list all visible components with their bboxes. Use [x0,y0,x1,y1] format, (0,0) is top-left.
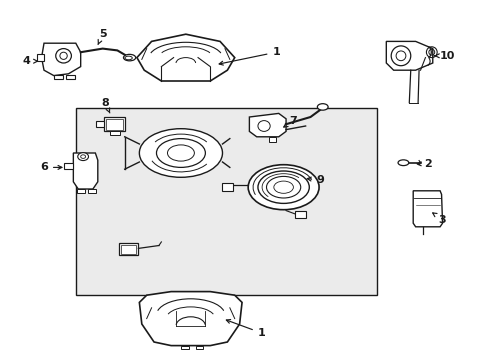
Bar [181,346,188,349]
Polygon shape [412,191,442,227]
Ellipse shape [56,49,71,63]
Polygon shape [249,113,285,137]
Ellipse shape [317,104,327,110]
Bar [66,75,75,79]
Bar [37,54,44,61]
Bar [121,245,136,254]
Polygon shape [41,43,81,76]
Bar [77,189,84,193]
Text: 3: 3 [432,213,446,225]
Ellipse shape [78,153,88,161]
Bar [110,131,120,135]
Bar [268,137,276,142]
Ellipse shape [81,155,85,158]
Bar [195,346,203,349]
Ellipse shape [123,54,136,61]
Ellipse shape [395,51,405,61]
Ellipse shape [139,129,222,177]
Bar [54,75,62,79]
Ellipse shape [60,52,67,59]
Bar [222,183,233,191]
Bar [294,211,305,218]
Ellipse shape [390,46,410,66]
Text: 9: 9 [306,175,324,185]
Ellipse shape [258,171,308,203]
Polygon shape [386,41,432,70]
Text: 10: 10 [433,51,454,61]
Text: 2: 2 [416,159,431,169]
Text: 7: 7 [283,116,297,127]
Text: 4: 4 [23,56,38,66]
Bar [106,119,122,130]
Ellipse shape [258,121,270,131]
Ellipse shape [247,165,318,210]
Text: 5: 5 [98,29,106,45]
Ellipse shape [266,176,300,198]
Ellipse shape [397,160,408,166]
Ellipse shape [273,181,293,193]
Polygon shape [73,153,98,189]
Polygon shape [139,292,242,346]
Bar [76,108,376,295]
Ellipse shape [125,56,132,60]
Bar [104,117,124,131]
Text: 1: 1 [219,47,280,65]
Bar [96,121,104,127]
Ellipse shape [156,139,205,167]
Ellipse shape [167,145,194,161]
Bar [63,163,73,169]
Polygon shape [137,34,234,81]
Text: 8: 8 [101,98,110,113]
Text: 1: 1 [226,320,265,338]
Bar [119,243,138,255]
Text: 6: 6 [40,162,62,172]
Bar [88,189,96,193]
